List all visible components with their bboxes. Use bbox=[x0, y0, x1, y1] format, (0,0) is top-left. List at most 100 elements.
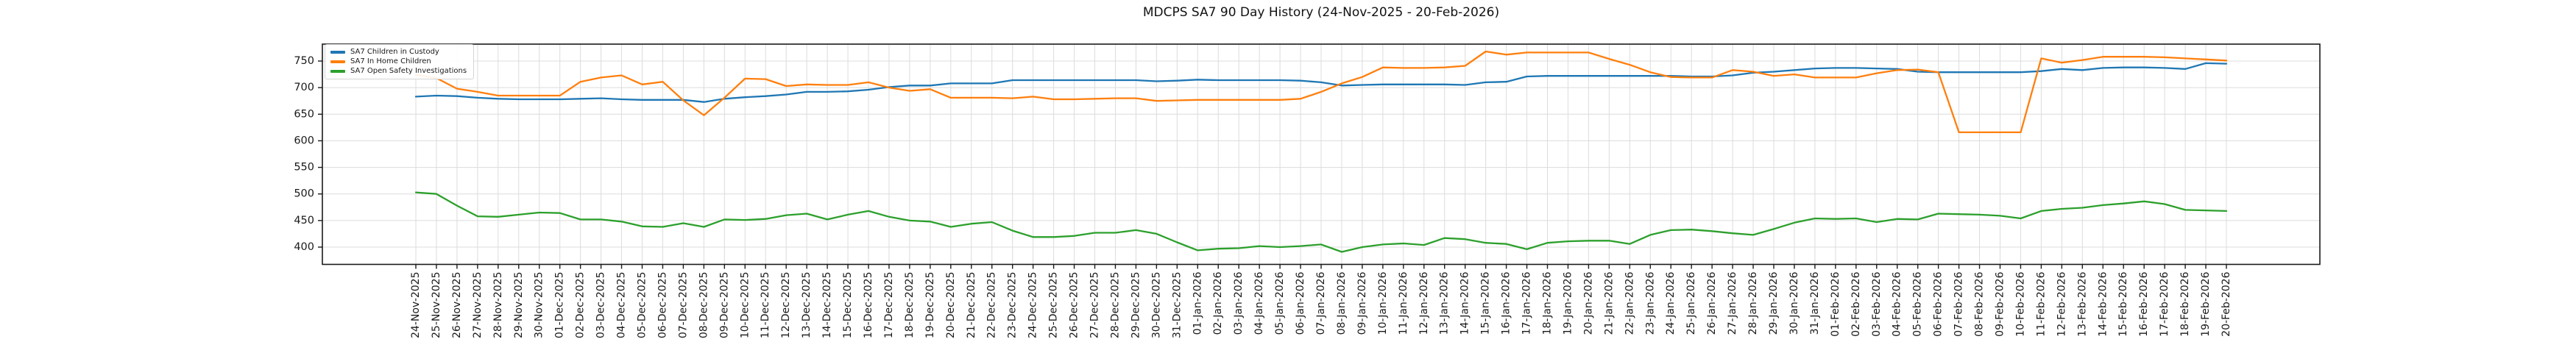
svg-text:18-Jan-2026: 18-Jan-2026 bbox=[1542, 271, 1554, 335]
svg-text:03-Jan-2026: 03-Jan-2026 bbox=[1233, 271, 1245, 335]
svg-text:26-Jan-2026: 26-Jan-2026 bbox=[1706, 271, 1718, 335]
svg-text:24-Dec-2025: 24-Dec-2025 bbox=[1027, 272, 1039, 339]
svg-text:16-Dec-2025: 16-Dec-2025 bbox=[863, 272, 874, 339]
svg-text:07-Feb-2026: 07-Feb-2026 bbox=[1953, 271, 1965, 336]
svg-text:22-Jan-2026: 22-Jan-2026 bbox=[1624, 271, 1635, 335]
svg-text:05-Jan-2026: 05-Jan-2026 bbox=[1274, 271, 1286, 335]
svg-text:21-Dec-2025: 21-Dec-2025 bbox=[966, 272, 977, 339]
svg-text:09-Jan-2026: 09-Jan-2026 bbox=[1356, 271, 1368, 335]
svg-text:27-Nov-2025: 27-Nov-2025 bbox=[472, 272, 484, 339]
svg-text:07-Dec-2025: 07-Dec-2025 bbox=[677, 272, 689, 339]
svg-text:13-Dec-2025: 13-Dec-2025 bbox=[801, 272, 813, 339]
svg-text:20-Jan-2026: 20-Jan-2026 bbox=[1582, 271, 1594, 335]
svg-text:02-Feb-2026: 02-Feb-2026 bbox=[1850, 271, 1862, 336]
svg-text:06-Dec-2025: 06-Dec-2025 bbox=[657, 272, 668, 339]
svg-text:30-Nov-2025: 30-Nov-2025 bbox=[534, 272, 545, 339]
svg-text:04-Feb-2026: 04-Feb-2026 bbox=[1892, 271, 1903, 336]
svg-text:01-Dec-2025: 01-Dec-2025 bbox=[554, 272, 566, 339]
svg-text:23-Dec-2025: 23-Dec-2025 bbox=[1007, 272, 1019, 339]
svg-text:13-Feb-2026: 13-Feb-2026 bbox=[2076, 271, 2088, 336]
svg-text:06-Jan-2026: 06-Jan-2026 bbox=[1295, 271, 1306, 335]
legend-label-in-home-children: SA7 In Home Children bbox=[350, 57, 431, 65]
svg-text:18-Dec-2025: 18-Dec-2025 bbox=[904, 272, 916, 339]
svg-text:11-Dec-2025: 11-Dec-2025 bbox=[760, 272, 771, 339]
svg-text:650: 650 bbox=[294, 108, 314, 120]
svg-text:25-Jan-2026: 25-Jan-2026 bbox=[1685, 271, 1697, 335]
svg-text:29-Dec-2025: 29-Dec-2025 bbox=[1130, 272, 1142, 339]
svg-text:01-Feb-2026: 01-Feb-2026 bbox=[1830, 271, 1841, 336]
svg-text:550: 550 bbox=[294, 162, 314, 174]
svg-text:12-Jan-2026: 12-Jan-2026 bbox=[1418, 271, 1430, 335]
svg-text:12-Feb-2026: 12-Feb-2026 bbox=[2056, 271, 2067, 336]
svg-text:04-Dec-2025: 04-Dec-2025 bbox=[616, 272, 628, 339]
svg-text:11-Feb-2026: 11-Feb-2026 bbox=[2035, 271, 2047, 336]
svg-text:08-Feb-2026: 08-Feb-2026 bbox=[1974, 271, 1986, 336]
svg-text:08-Dec-2025: 08-Dec-2025 bbox=[698, 272, 710, 339]
svg-text:15-Jan-2026: 15-Jan-2026 bbox=[1480, 271, 1492, 335]
svg-text:31-Dec-2025: 31-Dec-2025 bbox=[1171, 272, 1183, 339]
svg-text:30-Jan-2026: 30-Jan-2026 bbox=[1788, 271, 1800, 335]
svg-text:15-Dec-2025: 15-Dec-2025 bbox=[842, 272, 854, 339]
svg-text:14-Dec-2025: 14-Dec-2025 bbox=[821, 272, 833, 339]
svg-text:04-Jan-2026: 04-Jan-2026 bbox=[1253, 271, 1265, 335]
legend-line-children-in-custody-icon bbox=[330, 51, 345, 54]
legend-item-children-in-custody: SA7 Children in Custody bbox=[330, 49, 467, 56]
svg-text:24-Nov-2025: 24-Nov-2025 bbox=[410, 272, 422, 339]
svg-text:15-Feb-2026: 15-Feb-2026 bbox=[2117, 271, 2129, 336]
svg-text:12-Dec-2025: 12-Dec-2025 bbox=[780, 272, 792, 339]
chart-title: MDCPS SA7 90 Day History (24-Nov-2025 - … bbox=[1142, 5, 1500, 20]
svg-text:17-Dec-2025: 17-Dec-2025 bbox=[883, 272, 895, 339]
svg-text:19-Feb-2026: 19-Feb-2026 bbox=[2200, 271, 2212, 336]
svg-text:08-Jan-2026: 08-Jan-2026 bbox=[1336, 271, 1348, 335]
svg-text:18-Feb-2026: 18-Feb-2026 bbox=[2179, 271, 2191, 336]
svg-text:07-Jan-2026: 07-Jan-2026 bbox=[1315, 271, 1327, 335]
svg-text:16-Feb-2026: 16-Feb-2026 bbox=[2138, 271, 2150, 336]
svg-text:21-Jan-2026: 21-Jan-2026 bbox=[1603, 271, 1615, 335]
svg-text:19-Jan-2026: 19-Jan-2026 bbox=[1562, 271, 1574, 335]
svg-text:10-Feb-2026: 10-Feb-2026 bbox=[2014, 271, 2026, 336]
svg-text:10-Dec-2025: 10-Dec-2025 bbox=[739, 272, 751, 339]
svg-text:450: 450 bbox=[294, 215, 314, 227]
svg-text:26-Dec-2025: 26-Dec-2025 bbox=[1069, 272, 1080, 339]
legend-line-open-safety-investigations-icon bbox=[330, 70, 345, 73]
svg-text:29-Jan-2026: 29-Jan-2026 bbox=[1768, 271, 1780, 335]
svg-text:25-Dec-2025: 25-Dec-2025 bbox=[1048, 272, 1060, 339]
svg-text:23-Jan-2026: 23-Jan-2026 bbox=[1644, 271, 1656, 335]
svg-text:06-Feb-2026: 06-Feb-2026 bbox=[1933, 271, 1945, 336]
svg-text:24-Jan-2026: 24-Jan-2026 bbox=[1665, 271, 1677, 335]
legend-item-open-safety-investigations: SA7 Open Safety Investigations bbox=[330, 68, 467, 75]
svg-text:17-Jan-2026: 17-Jan-2026 bbox=[1521, 271, 1533, 335]
svg-text:27-Dec-2025: 27-Dec-2025 bbox=[1089, 272, 1101, 339]
svg-text:09-Dec-2025: 09-Dec-2025 bbox=[718, 272, 730, 339]
svg-text:14-Jan-2026: 14-Jan-2026 bbox=[1459, 271, 1471, 335]
svg-text:20-Feb-2026: 20-Feb-2026 bbox=[2221, 271, 2232, 336]
svg-text:09-Feb-2026: 09-Feb-2026 bbox=[1995, 271, 2006, 336]
svg-text:600: 600 bbox=[294, 135, 314, 146]
svg-text:17-Feb-2026: 17-Feb-2026 bbox=[2159, 271, 2170, 336]
svg-text:400: 400 bbox=[294, 241, 314, 253]
svg-text:25-Nov-2025: 25-Nov-2025 bbox=[431, 272, 442, 339]
svg-text:26-Nov-2025: 26-Nov-2025 bbox=[451, 272, 463, 339]
svg-text:16-Jan-2026: 16-Jan-2026 bbox=[1501, 271, 1512, 335]
svg-text:05-Feb-2026: 05-Feb-2026 bbox=[1912, 271, 1924, 336]
svg-text:500: 500 bbox=[294, 188, 314, 200]
svg-text:28-Nov-2025: 28-Nov-2025 bbox=[492, 272, 504, 339]
svg-text:27-Jan-2026: 27-Jan-2026 bbox=[1727, 271, 1738, 335]
svg-text:31-Jan-2026: 31-Jan-2026 bbox=[1809, 271, 1821, 335]
svg-text:02-Jan-2026: 02-Jan-2026 bbox=[1212, 271, 1224, 335]
svg-text:29-Nov-2025: 29-Nov-2025 bbox=[513, 272, 525, 339]
svg-text:13-Jan-2026: 13-Jan-2026 bbox=[1439, 271, 1451, 335]
svg-text:03-Feb-2026: 03-Feb-2026 bbox=[1871, 271, 1883, 336]
svg-text:02-Dec-2025: 02-Dec-2025 bbox=[575, 272, 587, 339]
svg-text:28-Dec-2025: 28-Dec-2025 bbox=[1109, 272, 1121, 339]
svg-text:700: 700 bbox=[294, 82, 314, 93]
svg-text:30-Dec-2025: 30-Dec-2025 bbox=[1150, 272, 1162, 339]
svg-text:750: 750 bbox=[294, 55, 314, 67]
legend-line-in-home-children-icon bbox=[330, 60, 345, 63]
svg-text:03-Dec-2025: 03-Dec-2025 bbox=[595, 272, 607, 339]
legend-label-children-in-custody: SA7 Children in Custody bbox=[350, 48, 439, 56]
legend-label-open-safety-investigations: SA7 Open Safety Investigations bbox=[350, 67, 467, 75]
svg-text:10-Jan-2026: 10-Jan-2026 bbox=[1377, 271, 1389, 335]
